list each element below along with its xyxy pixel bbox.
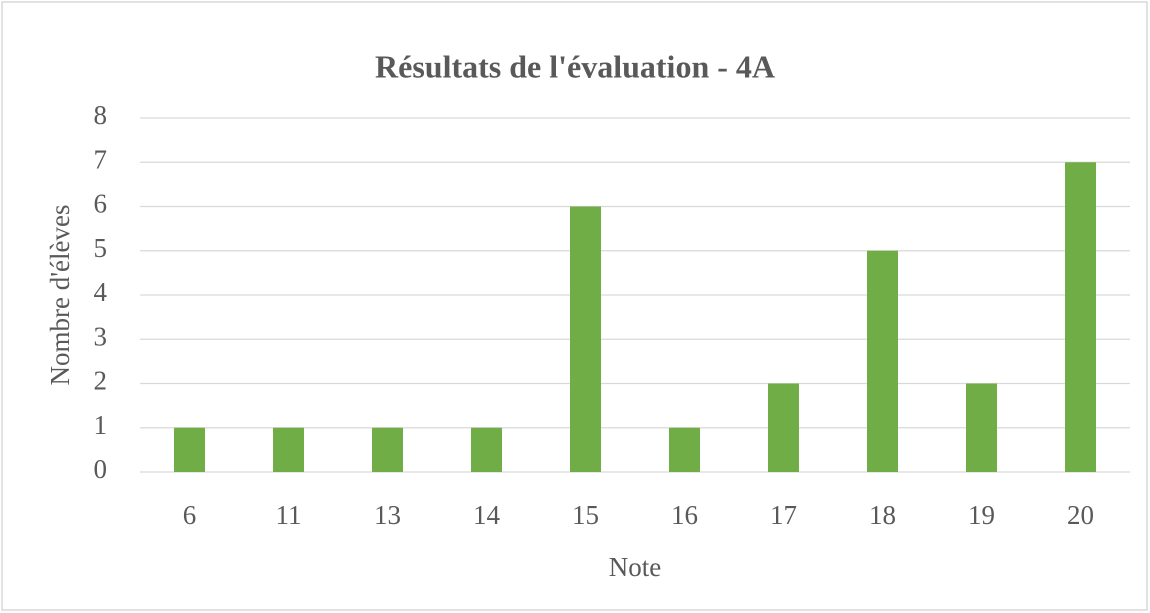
x-tick-label: 20 <box>1067 500 1094 530</box>
x-tick-label: 11 <box>276 500 302 530</box>
x-tick-label: 14 <box>473 500 501 530</box>
x-tick-label: 15 <box>572 500 599 530</box>
y-tick-label: 3 <box>94 321 108 351</box>
bar <box>273 427 304 472</box>
y-tick-label: 8 <box>94 100 108 130</box>
bar <box>570 206 601 472</box>
bar <box>372 427 403 472</box>
x-tick-label: 17 <box>770 500 797 530</box>
y-tick-label: 4 <box>94 277 108 307</box>
bar <box>768 383 799 472</box>
x-tick-label: 16 <box>671 500 698 530</box>
y-tick-label: 7 <box>94 144 108 174</box>
y-tick-label: 6 <box>94 189 108 219</box>
y-axis-label: Nombre d'élèves <box>45 204 75 385</box>
x-tick-label: 19 <box>968 500 995 530</box>
chart-title: Résultats de l'évaluation - 4A <box>375 48 775 84</box>
x-tick-label: 6 <box>183 500 197 530</box>
y-tick-label: 0 <box>94 454 108 484</box>
y-tick-label: 1 <box>94 410 108 440</box>
bar <box>867 250 898 472</box>
bar <box>174 427 205 472</box>
bar <box>669 427 700 472</box>
x-tick-label: 13 <box>374 500 401 530</box>
y-tick-label: 5 <box>94 233 108 263</box>
bar <box>1065 162 1096 472</box>
x-axis-label: Note <box>609 552 662 582</box>
y-tick-label: 2 <box>94 366 108 396</box>
bar <box>471 427 502 472</box>
x-tick-label: 18 <box>869 500 896 530</box>
bar <box>966 383 997 472</box>
